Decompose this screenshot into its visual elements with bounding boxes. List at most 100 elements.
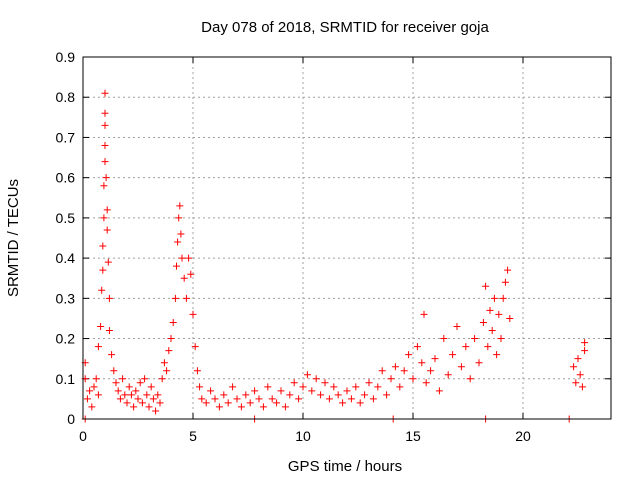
data-point [127, 391, 135, 399]
y-axis-label: SRMTID / TECUs [5, 179, 22, 297]
data-point [185, 254, 193, 262]
data-point [321, 379, 329, 387]
data-point [400, 367, 408, 375]
data-point [100, 214, 108, 222]
data-point [574, 355, 582, 363]
data-point [220, 391, 228, 399]
data-point [105, 294, 113, 302]
data-point [356, 399, 364, 407]
data-point [119, 375, 127, 383]
y-tick-label: 0.1 [56, 371, 76, 387]
data-point [132, 387, 140, 395]
y-tick-label: 0.5 [56, 210, 76, 226]
data-points [81, 89, 589, 423]
data-point [196, 383, 204, 391]
data-point [277, 387, 285, 395]
data-point [325, 395, 333, 403]
data-point [453, 322, 461, 330]
data-point [97, 322, 105, 330]
data-point [138, 399, 146, 407]
data-point [420, 310, 428, 318]
data-point [224, 399, 232, 407]
data-point [156, 399, 164, 407]
data-point [312, 375, 320, 383]
data-point [308, 387, 316, 395]
data-point [158, 375, 166, 383]
data-point [581, 347, 589, 355]
data-point [413, 343, 421, 351]
plot-frame [82, 56, 612, 420]
data-point [165, 347, 173, 355]
data-point [92, 375, 100, 383]
data-point [281, 403, 289, 411]
data-point [299, 383, 307, 391]
data-point [83, 395, 91, 403]
data-point [163, 367, 171, 375]
data-point [207, 387, 215, 395]
data-point [475, 359, 483, 367]
y-tick-label: 0.7 [56, 129, 76, 145]
data-point [125, 383, 133, 391]
data-point [440, 335, 448, 343]
data-point [147, 383, 155, 391]
y-tick-label: 0.4 [56, 250, 76, 266]
data-point [369, 395, 377, 403]
data-point [435, 387, 443, 395]
x-tick-label: 5 [189, 428, 197, 444]
data-point [286, 391, 294, 399]
data-point [499, 294, 507, 302]
data-point [330, 383, 338, 391]
data-point [444, 371, 452, 379]
data-point [182, 294, 190, 302]
data-point [143, 391, 151, 399]
data-point [178, 254, 186, 262]
data-point [427, 367, 435, 375]
data-point [149, 395, 157, 403]
data-point [479, 318, 487, 326]
data-point [578, 383, 586, 391]
data-point [273, 399, 281, 407]
data-point [405, 351, 413, 359]
data-point [136, 379, 144, 387]
data-point [488, 327, 496, 335]
data-point [290, 379, 298, 387]
data-point [237, 403, 245, 411]
data-point [431, 355, 439, 363]
data-point [493, 351, 501, 359]
y-tick-label: 0.9 [56, 49, 76, 65]
data-point [255, 395, 263, 403]
data-point [177, 230, 185, 238]
data-point [101, 158, 109, 166]
data-point [171, 294, 179, 302]
data-point [576, 371, 584, 379]
y-tick-label: 0.6 [56, 170, 76, 186]
data-point [466, 375, 474, 383]
data-point [251, 387, 259, 395]
data-point [303, 371, 311, 379]
data-point [101, 89, 109, 97]
data-point [418, 359, 426, 367]
data-point [103, 206, 111, 214]
data-point [259, 403, 267, 411]
data-point [242, 391, 250, 399]
data-point [211, 395, 219, 403]
data-point [462, 343, 470, 351]
data-point [233, 395, 241, 403]
data-point [198, 395, 206, 403]
data-point [572, 379, 580, 387]
data-point [90, 383, 98, 391]
data-point [361, 391, 369, 399]
data-point [570, 363, 578, 371]
data-point [169, 318, 177, 326]
data-point [347, 395, 355, 403]
data-point [114, 387, 122, 395]
data-point [189, 310, 197, 318]
data-point [449, 351, 457, 359]
data-point [484, 343, 492, 351]
data-point [343, 387, 351, 395]
x-tick-label: 0 [79, 428, 87, 444]
data-point [102, 174, 110, 182]
x-tick-label: 10 [295, 428, 311, 444]
data-point [339, 399, 347, 407]
data-point [268, 395, 276, 403]
